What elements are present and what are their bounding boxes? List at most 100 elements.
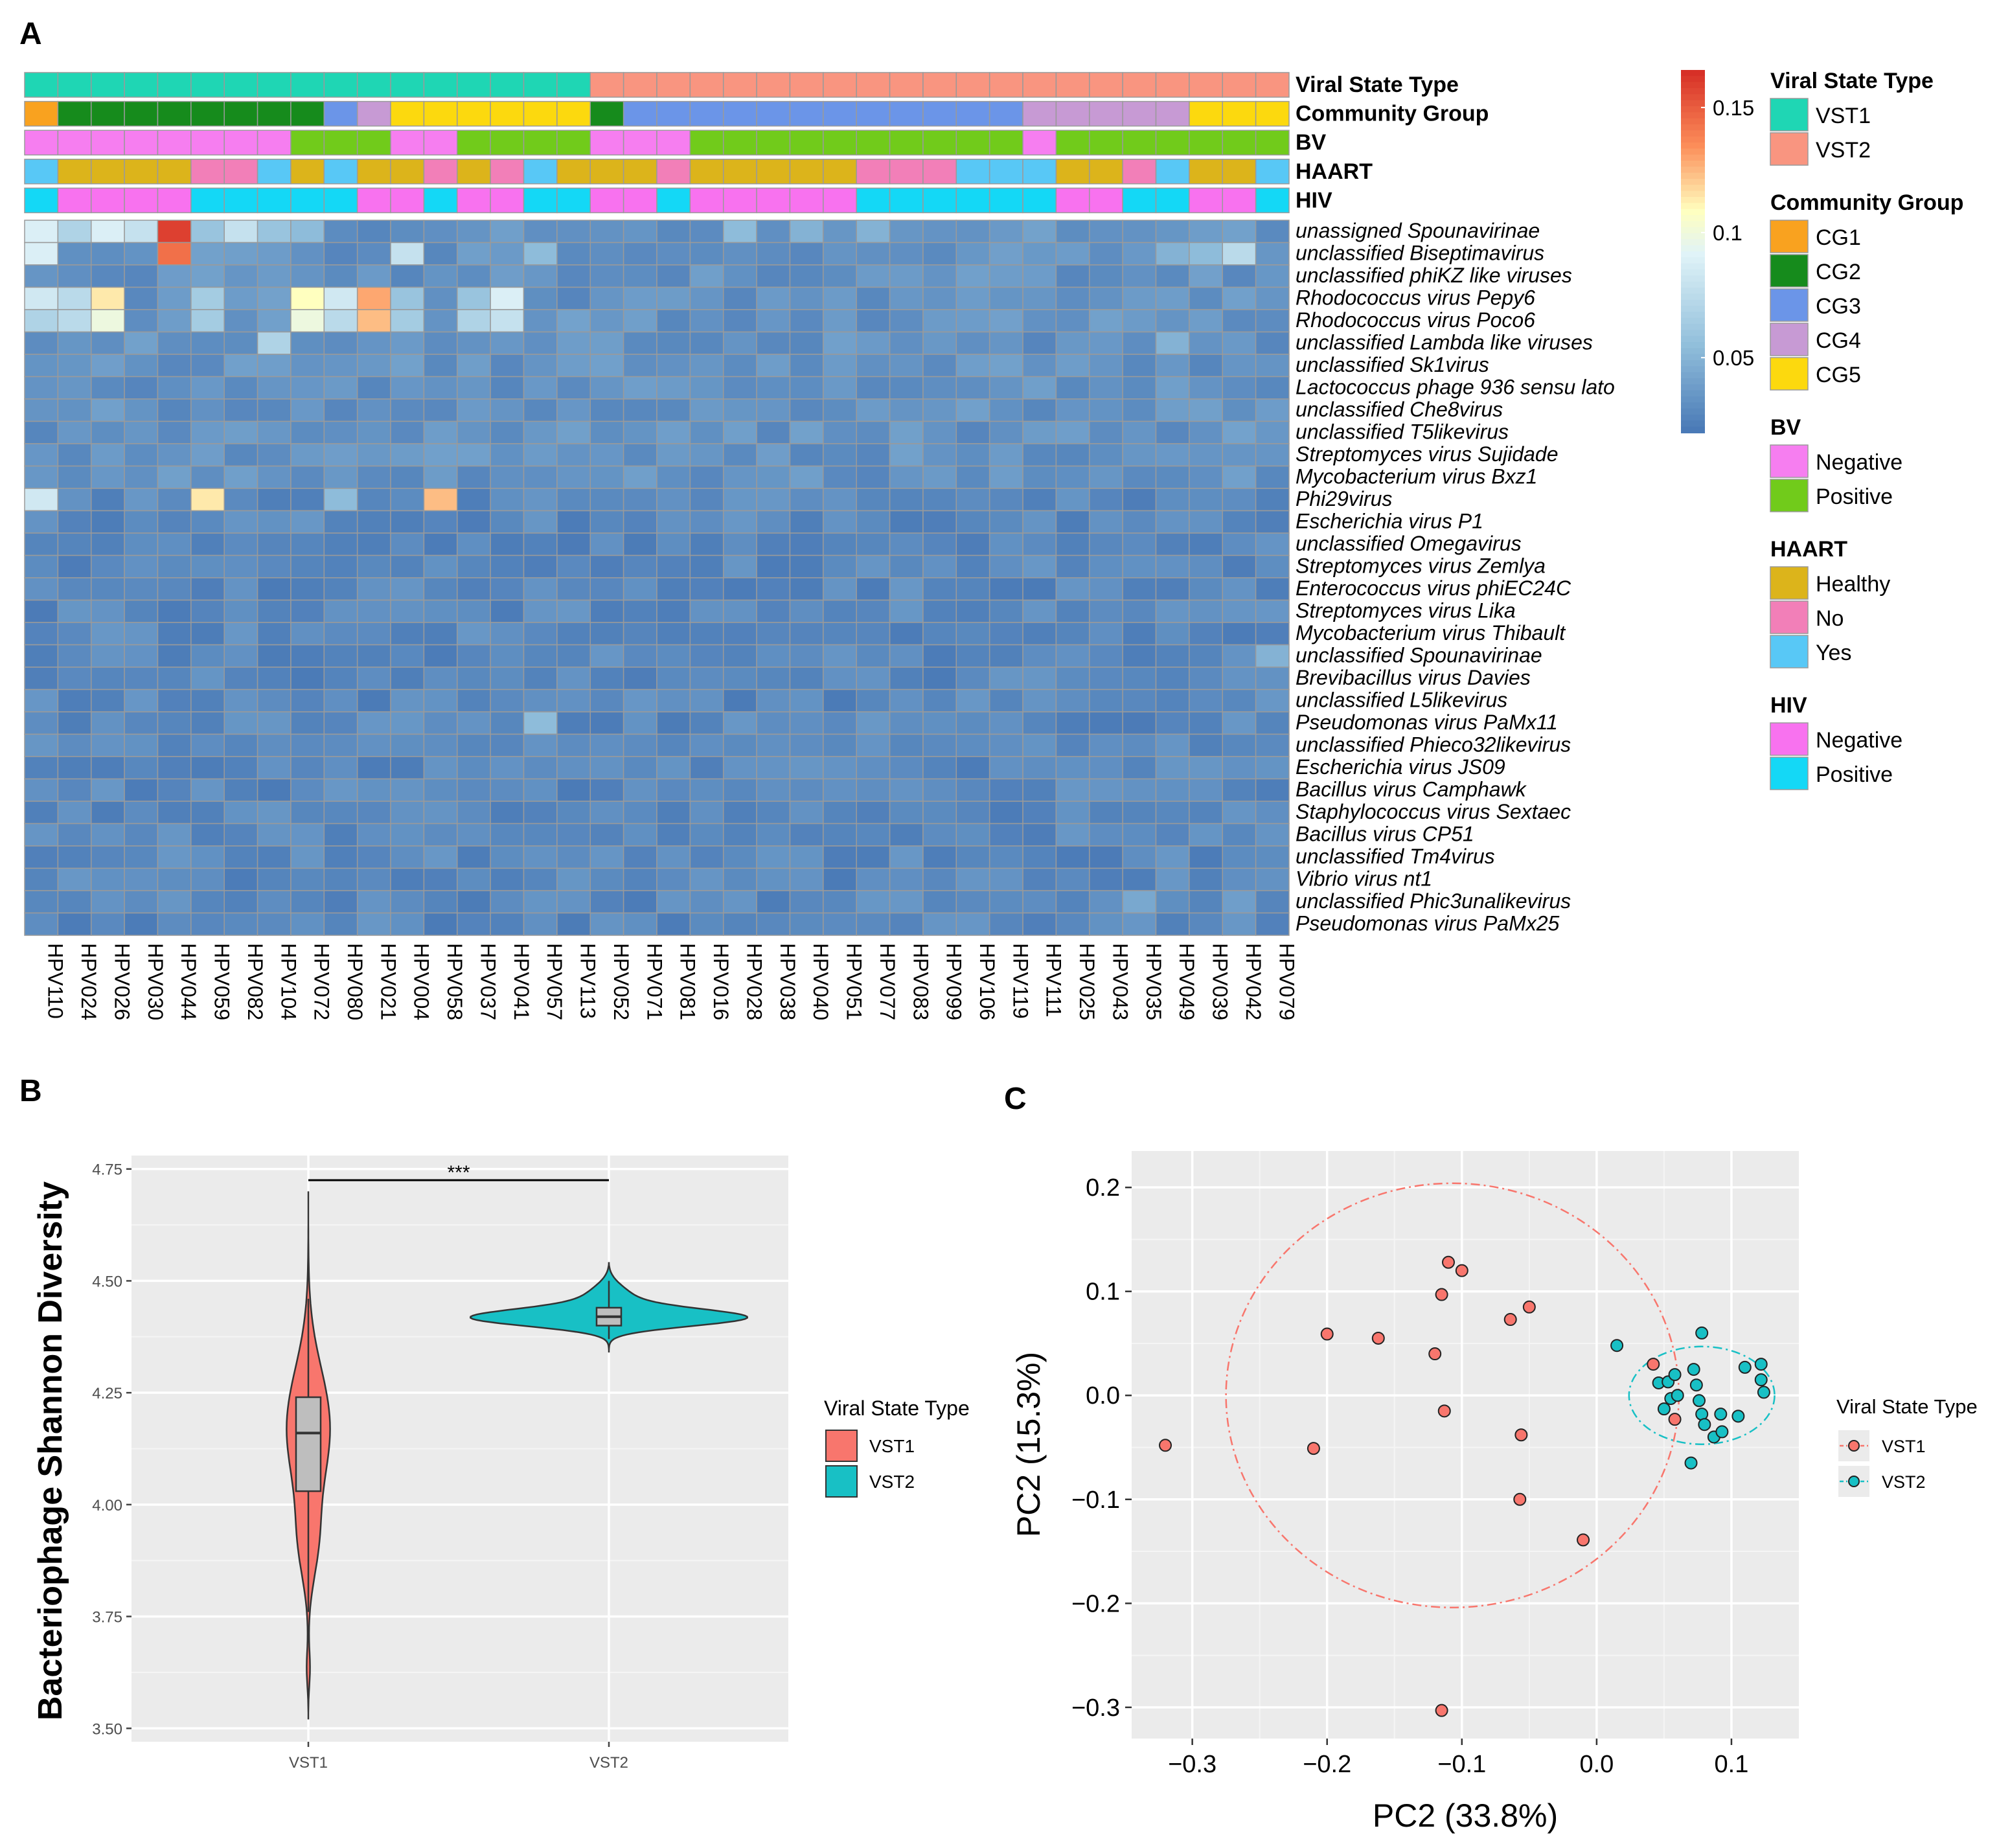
heatmap-cell: [1055, 667, 1090, 690]
heatmap-cell: [290, 309, 325, 333]
heatmap-cell: [988, 331, 1023, 355]
heatmap-cell: [955, 756, 990, 780]
heatmap-cell: [57, 778, 92, 802]
heatmap-cell: [955, 309, 990, 333]
heatmap-cell: [490, 465, 525, 489]
violin-y-axis-label: Bacteriophage Shannon Diversity: [32, 1181, 69, 1720]
heatmap-column-label: HPV113: [577, 943, 600, 1019]
annotation-cell: [423, 72, 458, 98]
heatmap-cell: [589, 354, 624, 378]
annotation-cell: [1022, 100, 1057, 127]
colorbar-segment: [1681, 354, 1705, 361]
heatmap-cell: [90, 778, 125, 802]
heatmap-cell: [823, 644, 857, 668]
heatmap-cell: [190, 242, 225, 266]
colorbar-segment: [1681, 82, 1705, 89]
heatmap-cell: [856, 420, 891, 444]
colorbar-segment: [1681, 426, 1705, 433]
heatmap-cell: [1155, 845, 1190, 869]
heatmap-cell: [623, 242, 657, 266]
heatmap-cell: [1022, 398, 1057, 422]
heatmap-cell: [1055, 577, 1090, 601]
heatmap-cell: [589, 867, 624, 891]
heatmap-cell: [1222, 733, 1257, 757]
heatmap-cell: [889, 756, 924, 780]
heatmap-cell: [523, 510, 558, 534]
heatmap-cell: [390, 554, 425, 578]
heatmap-cell: [789, 331, 824, 355]
annotation-cell: [1055, 72, 1090, 98]
heatmap-cell: [856, 912, 891, 936]
annotation-cell: [856, 72, 891, 98]
heatmap-cell: [1122, 577, 1157, 601]
heatmap-cell: [955, 465, 990, 489]
annotation-cell: [1222, 130, 1257, 155]
heatmap-cell: [756, 689, 791, 713]
heatmap-cell: [656, 801, 691, 825]
heatmap-cell: [124, 823, 159, 847]
annotation-cell: [190, 187, 225, 214]
heatmap-cell: [1222, 689, 1257, 713]
heatmap-cell: [889, 644, 924, 668]
heatmap-cell: [423, 510, 458, 534]
legend-entry-label: Negative: [1816, 728, 1902, 753]
heatmap-cell: [955, 890, 990, 914]
legend-swatch: [1770, 479, 1809, 512]
annotation-cell: [323, 72, 358, 98]
heatmap-cell: [889, 867, 924, 891]
heatmap-cell: [356, 756, 391, 780]
heatmap-cell: [390, 510, 425, 534]
heatmap-cell: [457, 667, 491, 690]
legend-swatch: [1770, 600, 1809, 634]
heatmap-cell: [689, 443, 724, 467]
annotation-cell: [689, 100, 724, 127]
annotation-cell: [1255, 130, 1290, 155]
heatmap-cell: [223, 264, 258, 288]
heatmap-cell: [1255, 890, 1290, 914]
heatmap-cell: [756, 867, 791, 891]
heatmap-cell: [988, 220, 1023, 244]
heatmap-cell: [623, 689, 657, 713]
heatmap-cell: [889, 376, 924, 400]
heatmap-row-label: Enterococcus virus phiEC24C: [1296, 576, 1571, 600]
heatmap-cell: [1122, 711, 1157, 735]
heatmap-cell: [1022, 801, 1057, 825]
heatmap-cell: [722, 667, 757, 690]
heatmap-cell: [190, 443, 225, 467]
heatmap-cell: [490, 309, 525, 333]
scatter-point: [1610, 1339, 1624, 1352]
heatmap-cell: [1222, 667, 1257, 690]
colorbar-segment: [1681, 130, 1705, 137]
scatter-point: [1435, 1704, 1448, 1717]
heatmap-cell: [457, 465, 491, 489]
heatmap-cell: [955, 554, 990, 578]
heatmap-cell: [390, 286, 425, 310]
colorbar-segment: [1681, 118, 1705, 125]
heatmap-cell: [124, 465, 159, 489]
heatmap-cell: [1222, 488, 1257, 512]
annotation-cell: [823, 130, 857, 155]
heatmap-cell: [257, 711, 291, 735]
heatmap-cell: [290, 488, 325, 512]
annotation-cell: [523, 72, 558, 98]
heatmap-cell: [223, 733, 258, 757]
annotation-cell: [24, 72, 59, 98]
heatmap-cell: [290, 242, 325, 266]
annotation-cell: [290, 100, 325, 127]
heatmap-cell: [689, 398, 724, 422]
heatmap-cell: [623, 867, 657, 891]
annotation-cell: [290, 187, 325, 214]
heatmap-cell: [955, 622, 990, 646]
heatmap-cell: [955, 510, 990, 534]
heatmap-cell: [90, 689, 125, 713]
heatmap-cell: [756, 264, 791, 288]
heatmap-cell: [490, 823, 525, 847]
heatmap-cell: [689, 331, 724, 355]
heatmap-cell: [257, 577, 291, 601]
heatmap-cell: [823, 309, 857, 333]
heatmap-cell: [988, 756, 1023, 780]
heatmap-cell: [623, 465, 657, 489]
heatmap-cell: [556, 622, 591, 646]
annotation-cell: [1189, 72, 1224, 98]
